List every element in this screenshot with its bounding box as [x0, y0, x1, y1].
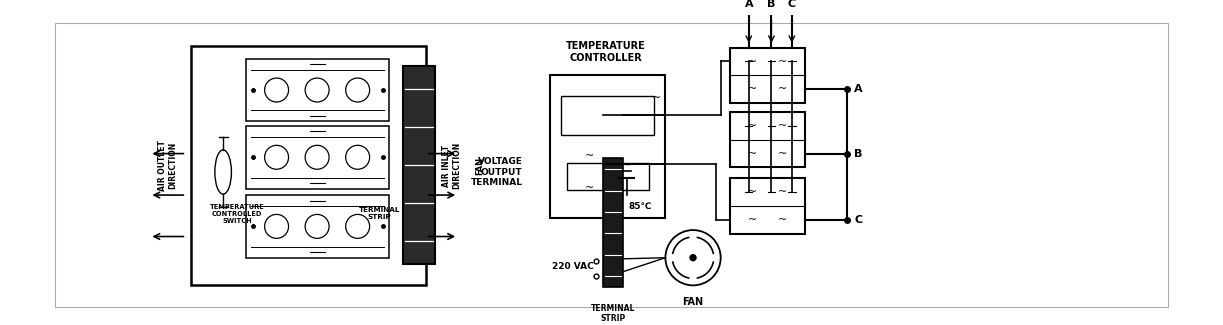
Text: ~: ~ [778, 57, 788, 66]
Text: ~: ~ [652, 93, 660, 103]
Text: ~: ~ [748, 121, 757, 131]
Bar [561, 97, 654, 135]
Bar [246, 59, 389, 121]
Text: TERMINAL
STRIP: TERMINAL STRIP [360, 207, 400, 220]
Text: ~: ~ [778, 215, 788, 225]
Bar [730, 48, 806, 103]
Text: B: B [767, 0, 775, 9]
Circle shape [690, 254, 697, 261]
Text: AIR INLET
DIRECTION: AIR INLET DIRECTION [442, 142, 461, 189]
Bar [550, 75, 665, 218]
Text: TEMPERATURE
CONTROLLED
SWITCH: TEMPERATURE CONTROLLED SWITCH [209, 204, 264, 224]
Text: ~: ~ [586, 183, 594, 193]
Text: ~: ~ [748, 187, 757, 197]
Text: VOLTAGE
OUTPUT
TERMINAL: VOLTAGE OUTPUT TERMINAL [471, 157, 522, 187]
Bar [402, 66, 435, 264]
Text: ~: ~ [748, 57, 757, 66]
Text: TEMPERATURE
CONTROLLER: TEMPERATURE CONTROLLER [565, 42, 646, 63]
Text: ~: ~ [748, 149, 757, 159]
Text: FAN: FAN [475, 157, 484, 175]
Bar [730, 178, 806, 234]
Bar [246, 195, 389, 258]
Text: TERMINAL
STRIP: TERMINAL STRIP [591, 304, 635, 323]
Text: 85℃: 85℃ [629, 202, 652, 211]
Text: C: C [855, 215, 862, 225]
Text: AIR OUTLET
DIRECTION: AIR OUTLET DIRECTION [158, 140, 177, 191]
Bar [566, 163, 649, 190]
Text: A: A [855, 84, 863, 94]
Text: ~: ~ [748, 84, 757, 94]
Text: C: C [788, 0, 796, 9]
Text: A: A [745, 0, 753, 9]
Text: ~: ~ [748, 215, 757, 225]
Text: ~: ~ [778, 84, 788, 94]
Bar [246, 126, 389, 188]
Bar [191, 46, 426, 285]
Text: B: B [855, 149, 862, 159]
Bar [730, 112, 806, 167]
Text: ~: ~ [778, 187, 788, 197]
Text: ~: ~ [778, 149, 788, 159]
Text: ~: ~ [778, 121, 788, 131]
Text: 220 VAC: 220 VAC [552, 262, 593, 271]
Text: FAN: FAN [682, 297, 703, 307]
Text: ~: ~ [586, 151, 594, 161]
Bar [603, 158, 623, 287]
